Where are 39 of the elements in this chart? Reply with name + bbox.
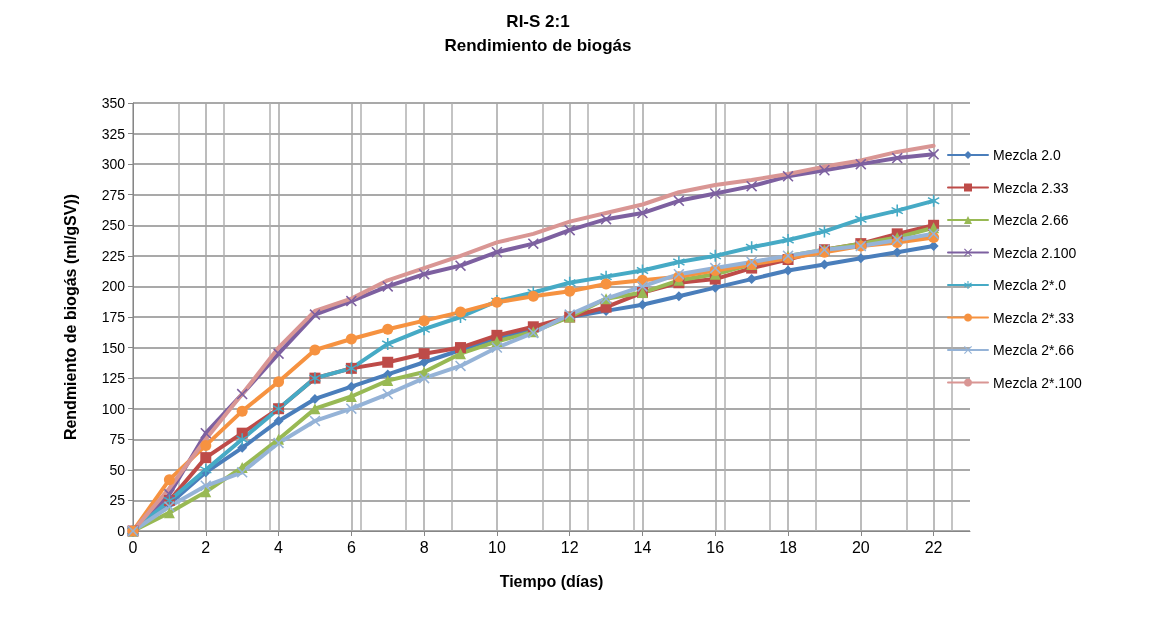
legend-label: Mezcla 2.0 xyxy=(993,147,1061,163)
legend-label: Mezcla 2*.33 xyxy=(993,309,1075,326)
y-tick-label: 225 xyxy=(101,247,126,264)
y-tick-label: 275 xyxy=(101,186,126,203)
chart-subtitle: Rendimiento de biogás xyxy=(444,36,632,55)
chart-title: RI-S 2:1 xyxy=(506,12,570,31)
x-tick-label: 10 xyxy=(488,538,506,556)
x-tick-label: 20 xyxy=(851,538,870,556)
x-tick-label: 2 xyxy=(201,538,211,556)
x-tick-label: 22 xyxy=(924,538,943,556)
x-tick-label: 4 xyxy=(274,538,284,556)
y-tick-label: 175 xyxy=(101,309,126,325)
x-tick-label: 12 xyxy=(560,538,579,556)
y-tick-label: 75 xyxy=(109,431,126,448)
y-tick-label: 325 xyxy=(101,125,126,142)
x-tick-label: 8 xyxy=(419,538,429,556)
legend-label: Mezcla 2*.66 xyxy=(993,342,1075,358)
x-tick-label: 16 xyxy=(706,538,725,556)
legend-label: Mezcla 2*.100 xyxy=(993,374,1082,391)
x-tick-label: 18 xyxy=(779,538,798,556)
legend-label: Mezcla 2.100 xyxy=(993,244,1077,261)
y-tick-label: 25 xyxy=(109,492,126,509)
y-tick-label: 300 xyxy=(101,156,126,173)
legend-label: Mezcla 2.66 xyxy=(993,212,1069,228)
x-tick-label: 6 xyxy=(346,538,356,556)
y-axis-title: Rendmiento de biogás (ml/gSV)) xyxy=(61,193,79,441)
x-tick-label: 14 xyxy=(633,538,652,556)
y-tick-label: 125 xyxy=(101,370,126,387)
x-axis-title: Tiempo (días) xyxy=(499,572,604,590)
legend-label: Mezcla 2.33 xyxy=(993,179,1069,196)
y-tick-label: 200 xyxy=(101,278,126,295)
y-tick-label: 50 xyxy=(109,461,126,478)
y-tick-label: 250 xyxy=(101,217,126,234)
y-tick-label: 0 xyxy=(117,523,126,539)
x-tick-label: 0 xyxy=(128,538,138,556)
y-tick-label: 350 xyxy=(101,95,126,111)
legend-label: Mezcla 2*.0 xyxy=(993,277,1067,293)
y-tick-label: 150 xyxy=(101,339,126,356)
y-tick-label: 100 xyxy=(101,400,126,417)
